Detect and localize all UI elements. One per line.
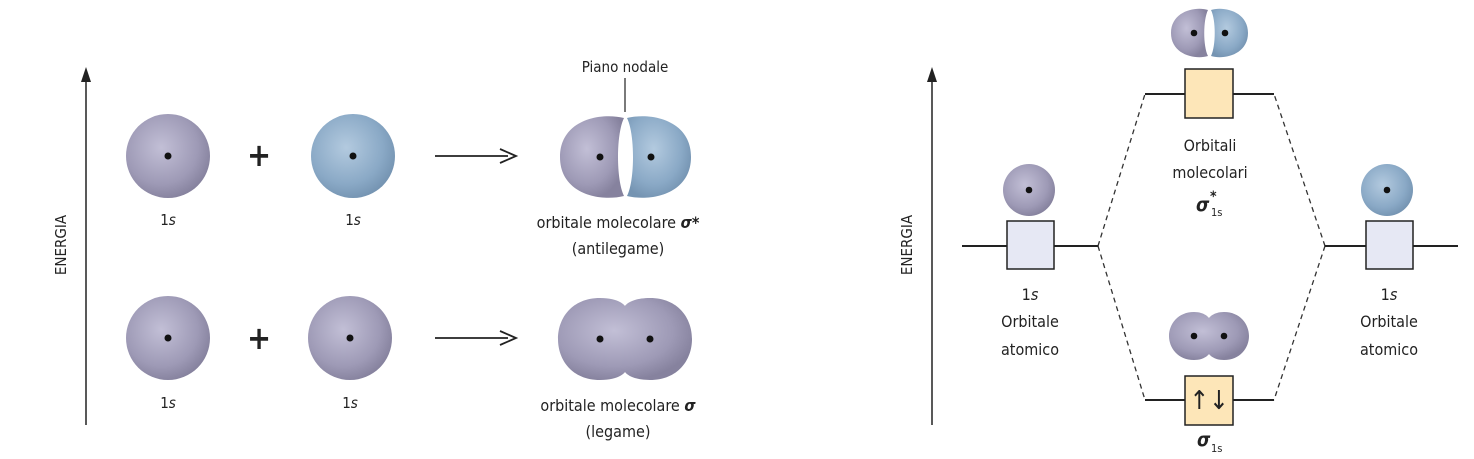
right-atomic-orbital-level: 1s Orbitale atomico xyxy=(1325,164,1458,359)
nucleus-dot xyxy=(1025,186,1033,194)
ao-box xyxy=(1365,220,1414,270)
plus-sign: + xyxy=(247,136,271,174)
ao-box xyxy=(1006,220,1055,270)
ao-label-orbitale: Orbitale xyxy=(1001,312,1059,331)
nucleus-dot xyxy=(1190,332,1198,340)
antibonding-symbol: σ * 1s xyxy=(1196,189,1222,219)
right-arrow xyxy=(435,148,519,164)
mo-label-line2: molecolari xyxy=(1172,163,1247,182)
nucleus-dot xyxy=(646,335,654,343)
correlation-lines xyxy=(1097,93,1326,401)
svg-text:1s: 1s xyxy=(1211,442,1222,455)
right-arrow xyxy=(435,330,519,346)
nucleus-dot xyxy=(164,152,172,160)
nucleus-dot xyxy=(596,335,604,343)
svg-text:*: * xyxy=(1210,189,1217,205)
antibonding-mo-level: Orbitali molecolari σ * 1s xyxy=(1145,8,1274,219)
orbital-label-1s: 1s xyxy=(160,394,176,412)
ao-label-atomico: atomico xyxy=(1001,340,1059,359)
bottom-row-bonding: 1s + 1s orbitale molecolare σ (legame) xyxy=(126,296,696,441)
right-energy-arrowhead xyxy=(927,67,937,82)
nucleus-dot xyxy=(346,334,354,342)
antibonding-mo-label: orbitale molecolare σ* xyxy=(537,213,700,232)
antibonding-subtitle: (antilegame) xyxy=(572,239,665,258)
right-energy-axis: ENERGIA xyxy=(898,67,937,425)
ao-label-orbitale: Orbitale xyxy=(1360,312,1418,331)
mo-label-line1: Orbitali xyxy=(1184,136,1237,155)
right-energy-label: ENERGIA xyxy=(898,214,916,275)
svg-text:σ: σ xyxy=(1196,194,1210,216)
nodal-plane-label: Piano nodale xyxy=(582,58,669,76)
orbital-label-1s: 1s xyxy=(342,394,358,412)
nucleus-dot xyxy=(1221,29,1229,37)
nucleus-dot xyxy=(164,334,172,342)
nodal-plane-callout: Piano nodale xyxy=(582,58,669,112)
orbital-label-1s: 1s xyxy=(160,211,176,229)
right-panel: ENERGIA 1s Orbitale atomico 1s Orbital xyxy=(898,8,1458,455)
bonding-mo-shape xyxy=(558,298,692,380)
orbital-label-1s: 1s xyxy=(345,211,361,229)
plus-sign: + xyxy=(247,319,271,357)
nucleus-dot xyxy=(1220,332,1228,340)
ao-label-1s: 1s xyxy=(1381,285,1398,304)
svg-text:1s: 1s xyxy=(1211,206,1222,219)
bonding-mo-label: orbitale molecolare σ xyxy=(540,396,696,415)
nucleus-dot xyxy=(596,153,604,161)
ao-label-atomico: atomico xyxy=(1360,340,1418,359)
nucleus-dot xyxy=(647,153,655,161)
left-energy-axis: ENERGIA xyxy=(52,67,91,425)
antibonding-mo-shape xyxy=(560,116,691,198)
mo-box-bonding xyxy=(1184,375,1234,426)
bonding-mo-level: ↑↓ σ 1s xyxy=(1145,312,1274,455)
nucleus-dot xyxy=(1190,29,1198,37)
electron-pair-arrows: ↑↓ xyxy=(1189,386,1228,416)
ao-label-1s: 1s xyxy=(1022,285,1039,304)
bonding-subtitle: (legame) xyxy=(586,422,651,441)
nucleus-dot xyxy=(1383,186,1391,194)
svg-text:σ: σ xyxy=(1197,429,1211,451)
top-row-antibonding: 1s + 1s Piano nodale orbitale molecolare… xyxy=(126,58,700,258)
left-energy-arrowhead xyxy=(81,67,91,82)
antibonding-mo-icon xyxy=(1171,8,1248,58)
bonding-mo-icon xyxy=(1169,312,1249,360)
left-atomic-orbital-level: 1s Orbitale atomico xyxy=(962,164,1098,359)
mo-box-antibonding xyxy=(1184,68,1234,119)
left-energy-label: ENERGIA xyxy=(52,214,70,275)
nucleus-dot xyxy=(349,152,357,160)
bonding-symbol: σ 1s xyxy=(1197,429,1222,455)
left-panel: ENERGIA 1s + 1s Pian xyxy=(52,58,700,441)
